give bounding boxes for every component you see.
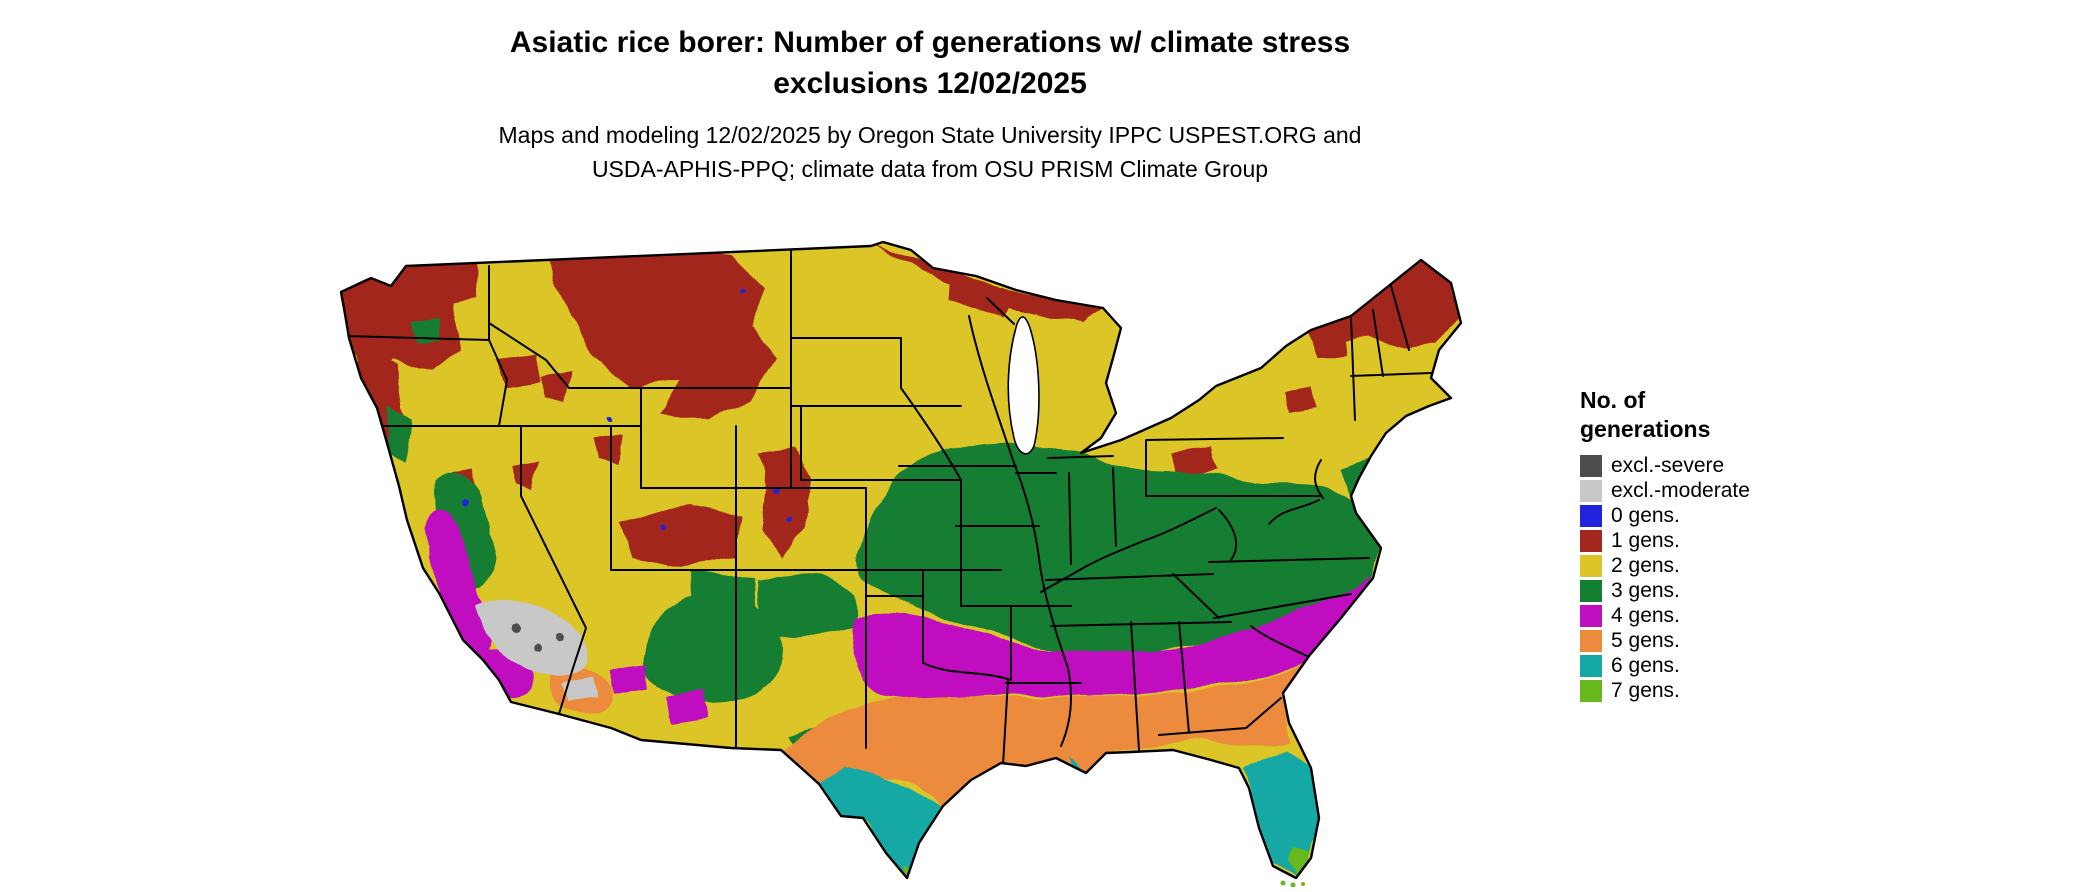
legend-item-label: excl.-moderate bbox=[1611, 478, 1750, 502]
legend-item-label: 1 gens. bbox=[1611, 528, 1680, 552]
map-outline bbox=[339, 240, 1463, 880]
legend-swatch bbox=[1580, 504, 1602, 527]
page-title-line1: Asiatic rice borer: Number of generation… bbox=[509, 26, 1351, 59]
legend-swatch bbox=[1580, 554, 1602, 577]
legend-items: excl.-severe excl.-moderate 0 gens. 1 ge… bbox=[1580, 453, 1870, 703]
legend-item-5-gens: 5 gens. bbox=[1580, 628, 1870, 653]
legend-item-label: 4 gens. bbox=[1611, 603, 1680, 627]
legend-item-label: 0 gens. bbox=[1611, 503, 1680, 527]
legend-item-0-gens: 0 gens. bbox=[1580, 503, 1870, 528]
legend-item-label: excl.-severe bbox=[1611, 453, 1725, 477]
us-generations-map bbox=[311, 228, 1553, 887]
state-borders bbox=[345, 245, 1432, 766]
legend: No. of generations excl.-severe excl.-mo… bbox=[1580, 386, 1870, 703]
page-subtitle: Maps and modeling 12/02/2025 by Oregon S… bbox=[0, 118, 1860, 186]
legend-item-7-gens: 7 gens. bbox=[1580, 678, 1870, 703]
legend-item-6-gens: 6 gens. bbox=[1580, 653, 1870, 678]
legend-swatch bbox=[1580, 454, 1602, 477]
band-4-gens bbox=[423, 510, 1373, 724]
legend-swatch bbox=[1580, 579, 1602, 602]
legend-swatch bbox=[1580, 654, 1602, 677]
legend-item-label: 3 gens. bbox=[1611, 578, 1680, 602]
band-excl-severe bbox=[511, 623, 567, 652]
band-1-gens bbox=[341, 244, 1459, 568]
legend-item-4-gens: 4 gens. bbox=[1580, 603, 1870, 628]
band-7-gens bbox=[903, 850, 1311, 878]
florida-keys bbox=[1280, 880, 1305, 887]
page-subtitle-line1: Maps and modeling 12/02/2025 by Oregon S… bbox=[498, 122, 1362, 148]
band-5-gens bbox=[549, 656, 1309, 806]
legend-swatch bbox=[1580, 479, 1602, 502]
legend-swatch bbox=[1580, 529, 1602, 552]
legend-item-label: 6 gens. bbox=[1611, 653, 1680, 677]
legend-item-1-gens: 1 gens. bbox=[1580, 528, 1870, 553]
legend-swatch bbox=[1580, 604, 1602, 627]
legend-item-label: 5 gens. bbox=[1611, 628, 1680, 652]
legend-item-label: 7 gens. bbox=[1611, 678, 1680, 702]
band-excl-moderate bbox=[476, 600, 597, 705]
legend-item-2-gens: 2 gens. bbox=[1580, 553, 1870, 578]
legend-item-excl-moderate: excl.-moderate bbox=[1580, 478, 1870, 503]
legend-title: No. of generations bbox=[1580, 386, 1870, 444]
us-map-svg bbox=[339, 240, 1463, 887]
legend-item-label: 2 gens. bbox=[1611, 553, 1680, 577]
lake-michigan bbox=[1007, 316, 1040, 455]
legend-title-line2: generations bbox=[1580, 416, 1711, 442]
legend-title-line1: No. of bbox=[1580, 387, 1646, 413]
legend-swatch bbox=[1580, 679, 1602, 702]
band-6-gens bbox=[819, 748, 1319, 878]
legend-item-excl-severe: excl.-severe bbox=[1580, 453, 1870, 478]
page-title: Asiatic rice borer: Number of generation… bbox=[0, 22, 1860, 104]
legend-swatch bbox=[1580, 629, 1602, 652]
page-title-line2: exclusions 12/02/2025 bbox=[773, 67, 1087, 100]
legend-item-3-gens: 3 gens. bbox=[1580, 578, 1870, 603]
page-subtitle-line2: USDA-APHIS-PPQ; climate data from OSU PR… bbox=[591, 156, 1269, 182]
